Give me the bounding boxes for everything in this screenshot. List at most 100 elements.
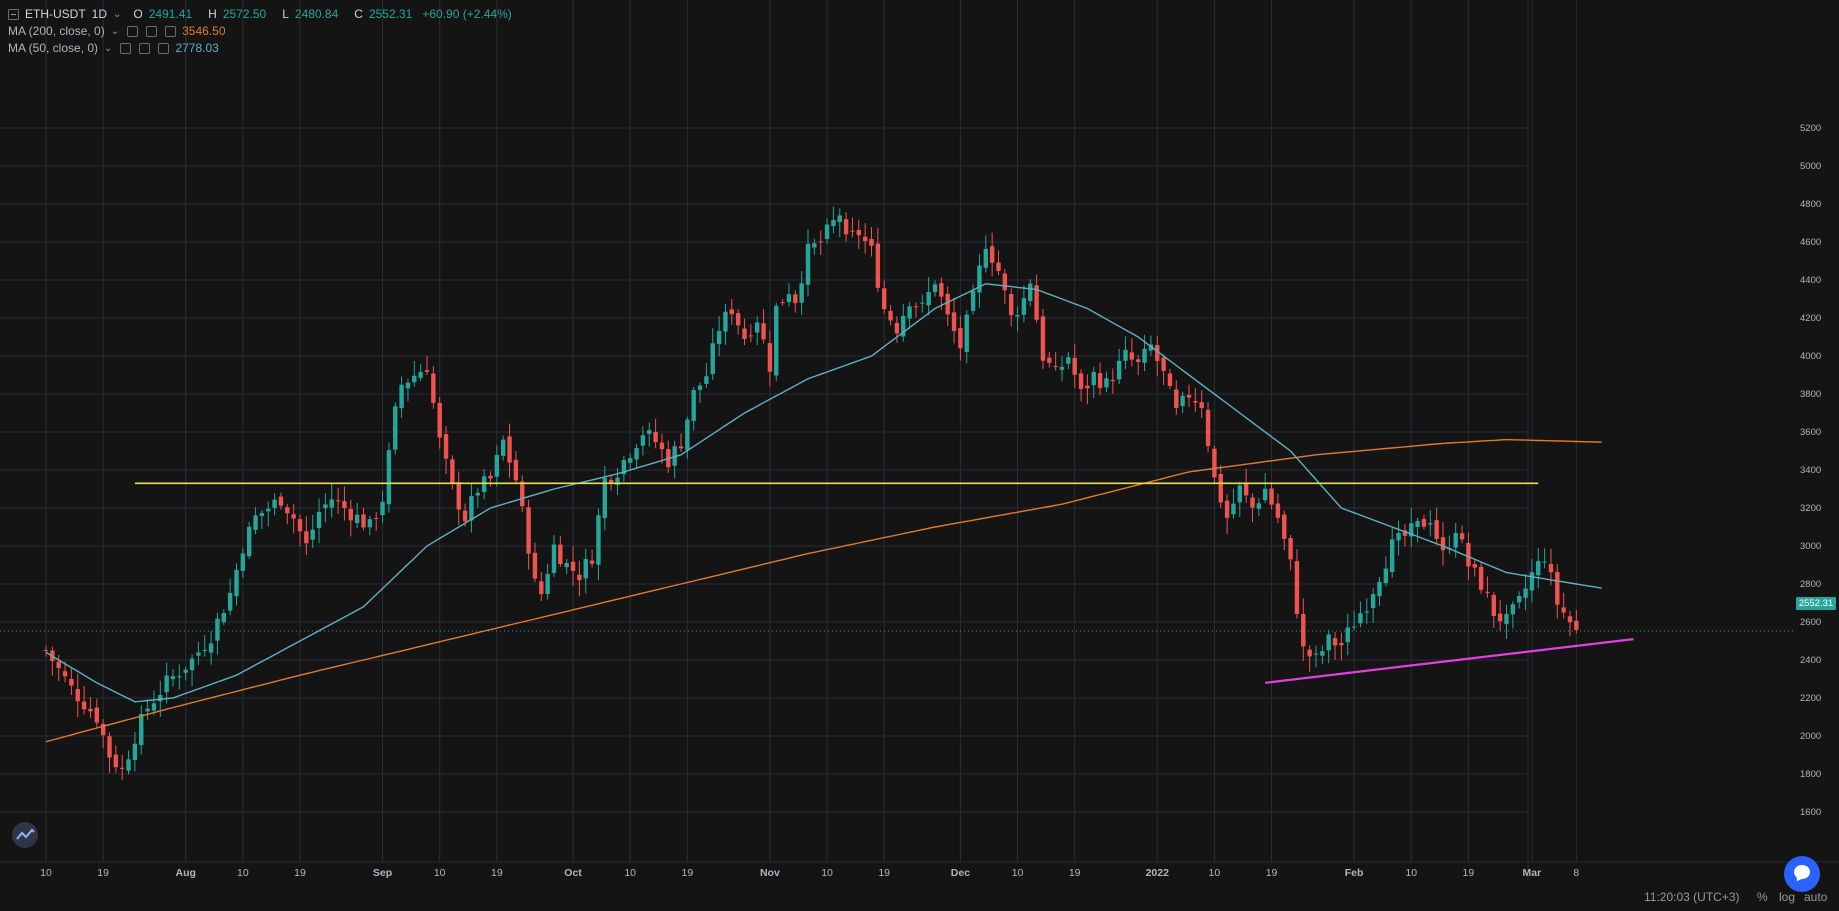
candle-body bbox=[475, 492, 480, 496]
chevron-down-icon[interactable]: ⌄ bbox=[110, 26, 120, 37]
high-label: H bbox=[208, 7, 217, 21]
logo-icon[interactable] bbox=[12, 822, 38, 848]
candle-body bbox=[1415, 521, 1420, 527]
candle-body bbox=[526, 507, 531, 554]
candle-body bbox=[1409, 523, 1414, 537]
candle-body bbox=[735, 313, 741, 326]
candle-body bbox=[1320, 651, 1325, 656]
auto-toggle[interactable]: auto bbox=[1804, 890, 1828, 904]
candle-body bbox=[1097, 373, 1103, 388]
x-tick-label: Nov bbox=[760, 867, 780, 879]
x-tick-label: 10 bbox=[434, 867, 446, 879]
symbol-name[interactable]: ETH-USDT bbox=[25, 7, 86, 21]
chevron-down-icon[interactable]: ⌄ bbox=[113, 9, 122, 20]
candle-body bbox=[882, 288, 887, 310]
candle-body bbox=[729, 309, 734, 315]
candle-body bbox=[221, 613, 226, 623]
candle-body bbox=[1059, 366, 1065, 370]
candle-body bbox=[602, 477, 607, 518]
candle-body bbox=[488, 475, 493, 479]
y-tick-label: 1600 bbox=[1800, 807, 1821, 818]
indicator-ma200-row[interactable]: MA (200, close, 0) ⌄ 3546.50 bbox=[8, 23, 512, 40]
candle-body bbox=[761, 323, 766, 340]
candle-body bbox=[1091, 371, 1096, 386]
candle-body bbox=[354, 514, 360, 524]
candle-body bbox=[1009, 294, 1014, 316]
candle-body bbox=[310, 529, 315, 540]
candle-body bbox=[774, 305, 779, 376]
candle-body bbox=[100, 723, 106, 736]
log-toggle[interactable]: log bbox=[1779, 890, 1796, 904]
candle-body bbox=[951, 312, 957, 331]
candle-body bbox=[958, 328, 963, 349]
candle-body bbox=[469, 496, 474, 521]
candle-body bbox=[450, 459, 455, 484]
candle-body bbox=[1529, 572, 1535, 591]
x-tick-label: 19 bbox=[97, 867, 109, 879]
candle-body bbox=[1237, 485, 1242, 503]
y-tick-label: 3600 bbox=[1800, 427, 1821, 438]
candle-body bbox=[1390, 539, 1395, 573]
candle-body bbox=[831, 220, 836, 227]
candle-body bbox=[894, 322, 900, 334]
ma50-line bbox=[45, 283, 1602, 703]
x-tick-label: 19 bbox=[1266, 867, 1278, 879]
candle-body bbox=[640, 435, 646, 446]
current-price-badge: 2552.31 bbox=[1796, 597, 1836, 610]
eye-icon[interactable] bbox=[120, 43, 132, 54]
candle-body bbox=[862, 236, 868, 241]
candle-body bbox=[901, 315, 906, 337]
candle-body bbox=[875, 243, 881, 288]
candle-body bbox=[1440, 537, 1446, 551]
candle-body bbox=[297, 519, 303, 532]
candle-body bbox=[1491, 595, 1496, 616]
clock-time[interactable]: 11:20:03 (UTC+3) bbox=[1644, 890, 1740, 904]
ma200-label[interactable]: MA (200, close, 0) bbox=[8, 24, 105, 38]
candle-body bbox=[43, 650, 49, 652]
indicator-ma50-row[interactable]: MA (50, close, 0) ⌄ 2778.03 bbox=[8, 40, 512, 57]
candle-body bbox=[278, 496, 284, 506]
candle-body bbox=[1015, 314, 1020, 317]
percent-toggle[interactable]: % bbox=[1757, 890, 1768, 904]
settings-icon[interactable] bbox=[146, 26, 158, 37]
y-tick-label: 5200 bbox=[1800, 123, 1821, 134]
candle-body bbox=[1517, 596, 1522, 603]
candle-body bbox=[704, 376, 709, 384]
candle-body bbox=[348, 508, 353, 521]
y-tick-label: 2000 bbox=[1800, 731, 1821, 742]
candle-body bbox=[405, 382, 411, 389]
candle-body bbox=[418, 371, 423, 378]
chat-bubble-icon[interactable] bbox=[1784, 856, 1820, 892]
high-value: 2572.50 bbox=[222, 7, 267, 21]
candle-body bbox=[107, 736, 112, 758]
candle-body bbox=[850, 230, 855, 232]
candle-body bbox=[1034, 285, 1039, 320]
x-tick-label: 19 bbox=[1069, 867, 1081, 879]
chevron-down-icon[interactable]: ⌄ bbox=[104, 43, 113, 54]
ma200-line bbox=[45, 438, 1602, 743]
candle-body bbox=[177, 676, 182, 678]
candle-body bbox=[1434, 520, 1439, 540]
ma50-label[interactable]: MA (50, close, 0) bbox=[8, 41, 99, 55]
close-icon[interactable] bbox=[158, 43, 170, 54]
candle-body bbox=[1396, 533, 1401, 541]
candle-body bbox=[1047, 357, 1052, 363]
candle-body bbox=[69, 678, 74, 686]
candle-body bbox=[589, 560, 595, 564]
candle-body bbox=[170, 676, 176, 680]
legend-symbol-row: ETH-USDT 1D ⌄ O 2491.41 H 2572.50 L 2480.84… bbox=[8, 6, 512, 23]
collapse-icon[interactable] bbox=[8, 9, 19, 20]
candle-body bbox=[1104, 378, 1109, 388]
settings-icon[interactable] bbox=[139, 43, 151, 54]
candle-body bbox=[1428, 523, 1433, 525]
candle-body bbox=[1136, 359, 1141, 363]
close-icon[interactable] bbox=[165, 26, 177, 37]
candle-body bbox=[1180, 395, 1185, 407]
candle-body bbox=[532, 552, 538, 579]
candle-body bbox=[494, 454, 500, 477]
interval-label[interactable]: 1D bbox=[91, 7, 108, 21]
candle-body bbox=[869, 239, 874, 246]
eye-icon[interactable] bbox=[127, 26, 139, 37]
candle-body bbox=[1250, 497, 1255, 508]
